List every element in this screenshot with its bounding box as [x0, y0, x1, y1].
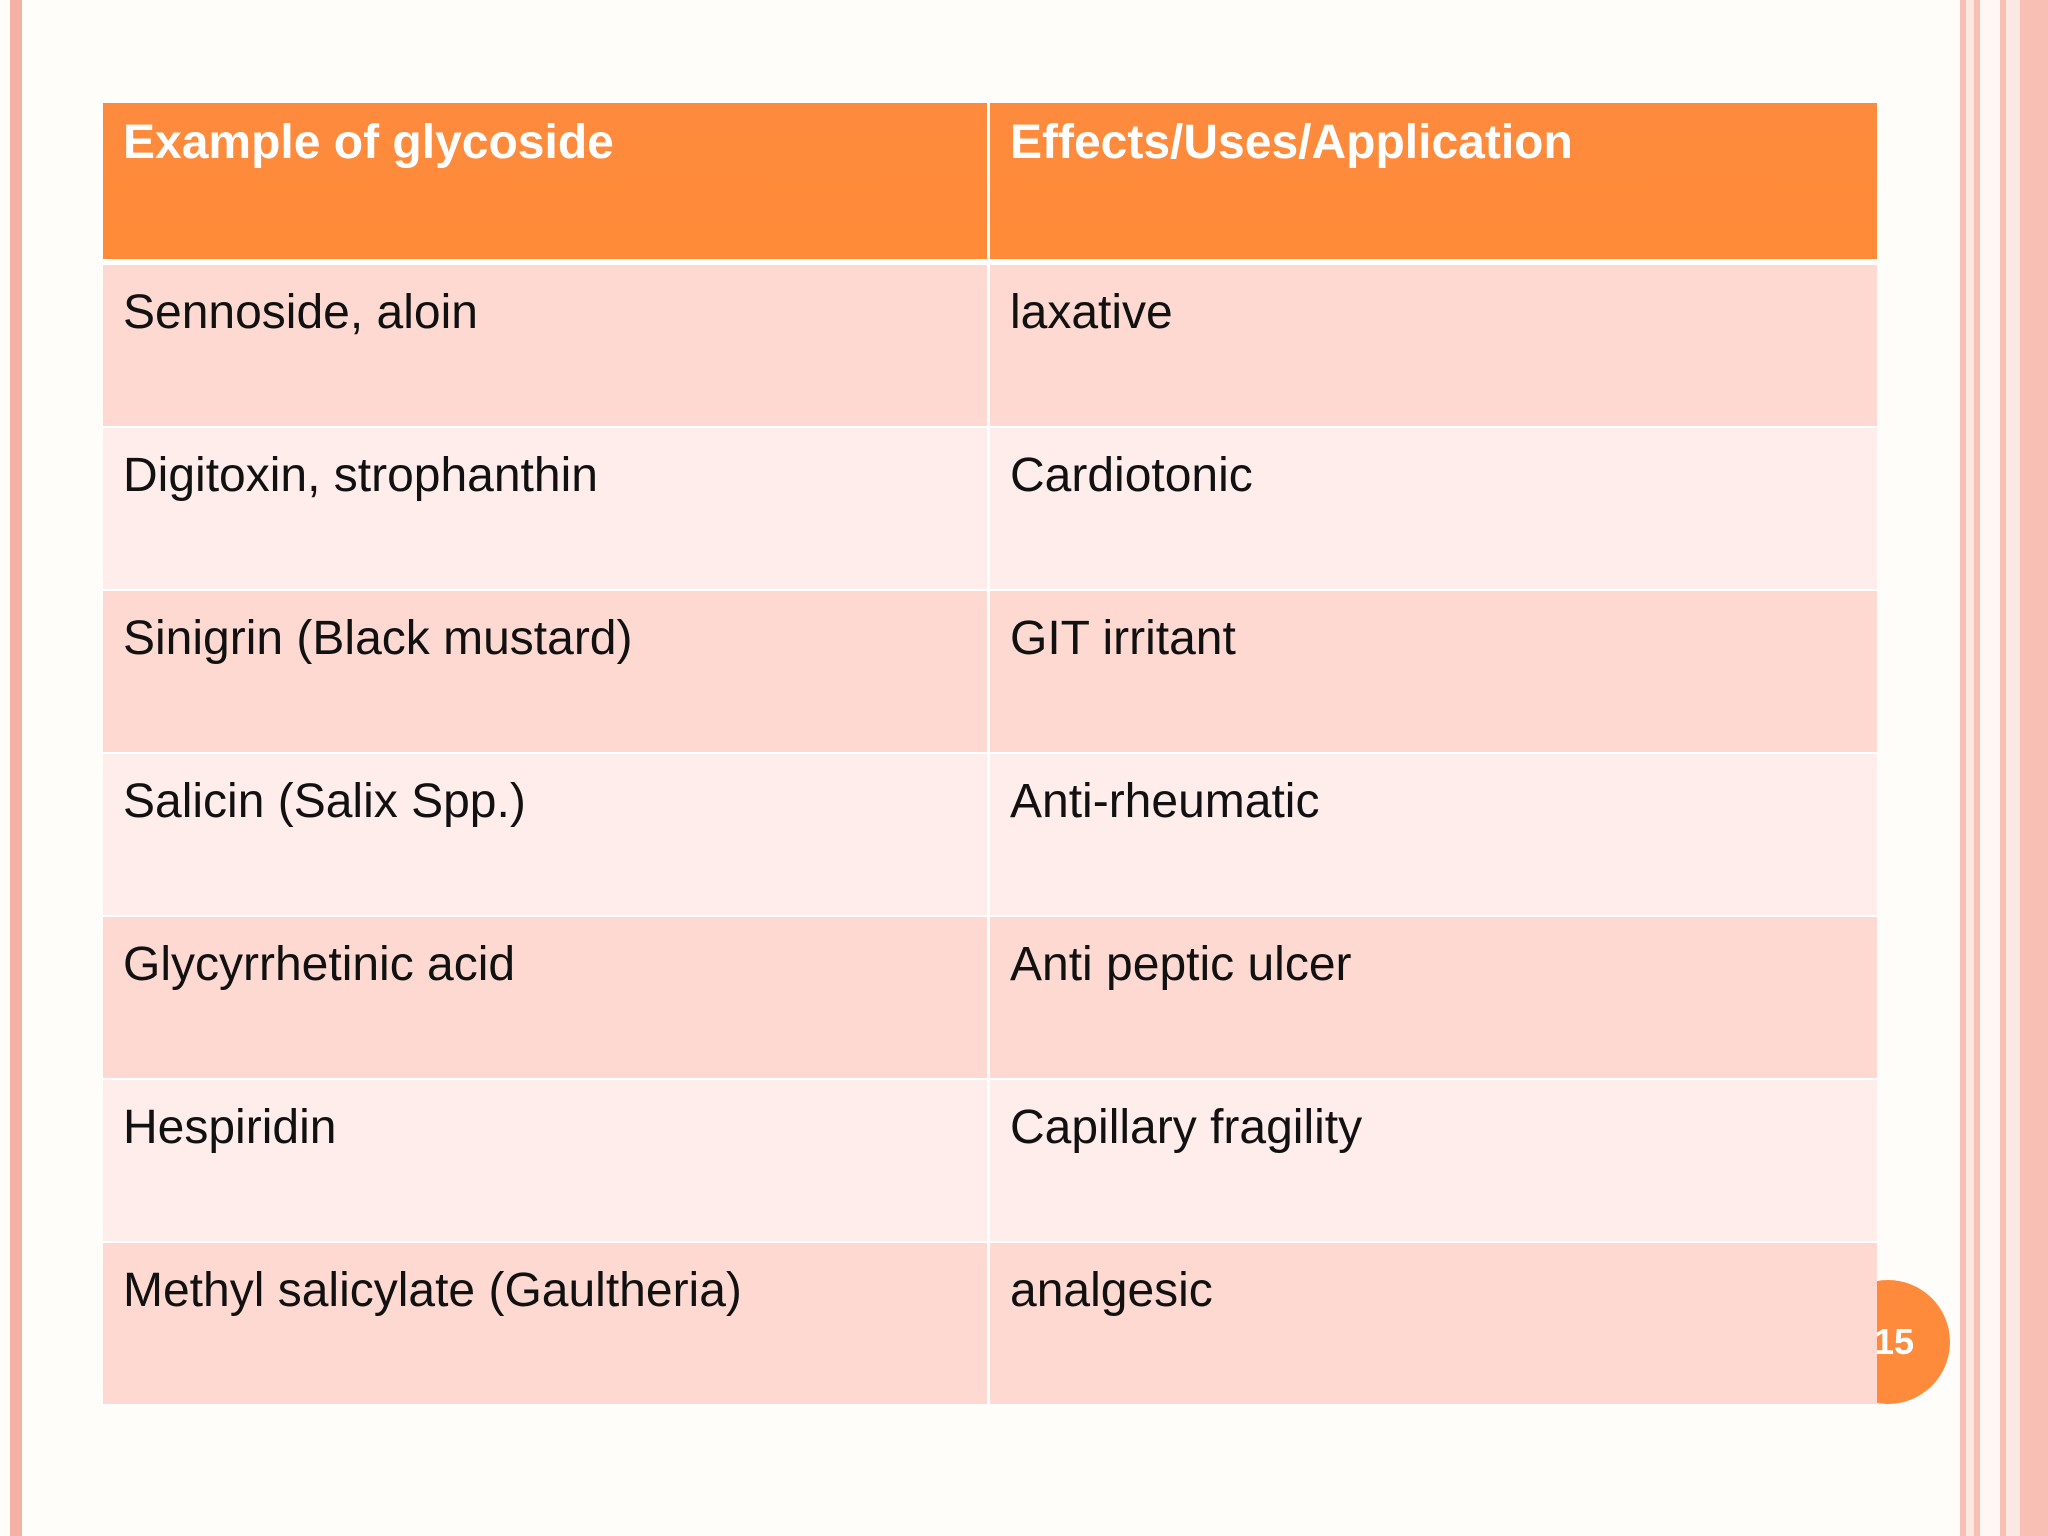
right-border-stripe: [1966, 0, 1974, 1536]
cell-effect: Capillary fragility: [1010, 1101, 1363, 1154]
table-row: Methyl salicylate (Gaultheria) analgesic: [103, 1243, 1877, 1406]
table-row: Sennoside, aloin laxative: [103, 265, 1877, 428]
right-border-stripe: [1960, 0, 1966, 1536]
cell-glycoside: Glycyrrhetinic acid: [103, 917, 990, 1078]
right-border-stripe: [2000, 0, 2006, 1536]
cell-effect: Cardiotonic: [1010, 449, 1253, 502]
cell-effect: Anti peptic ulcer: [1010, 938, 1352, 991]
cell-glycoside: Hespiridin: [103, 1080, 990, 1241]
table-row: Digitoxin, strophanthin Cardiotonic: [103, 428, 1877, 591]
cell-effect: analgesic: [1010, 1264, 1213, 1317]
table-row: Hespiridin Capillary fragility: [103, 1080, 1877, 1243]
right-border-stripe: [1980, 0, 2000, 1536]
table-row: Salicin (Salix Spp.) Anti-rheumatic: [103, 754, 1877, 917]
table-row: Glycyrrhetinic acid Anti peptic ulcer: [103, 917, 1877, 1080]
cell-glycoside: Digitoxin, strophanthin: [103, 428, 990, 589]
left-border-stripe: [10, 0, 22, 1536]
table-header-row: Example of glycoside Effects/Uses/Applic…: [103, 103, 1877, 265]
glycoside-table: Example of glycoside Effects/Uses/Applic…: [103, 103, 1877, 1406]
table-row: Sinigrin (Black mustard) GIT irritant: [103, 591, 1877, 754]
right-border-stripe: [1974, 0, 1980, 1536]
cell-glycoside: Sennoside, aloin: [103, 265, 990, 426]
cell-glycoside: Salicin (Salix Spp.): [103, 754, 990, 915]
cell-glycoside: Sinigrin (Black mustard): [103, 591, 990, 752]
header-cell-effects: Effects/Uses/Application: [1010, 116, 1573, 169]
right-border-stripe: [2020, 0, 2048, 1536]
cell-glycoside: Methyl salicylate (Gaultheria): [103, 1243, 990, 1404]
cell-effect: GIT irritant: [1010, 612, 1236, 665]
cell-effect: laxative: [1010, 286, 1173, 339]
header-cell-example: Example of glycoside: [103, 103, 990, 259]
right-border-stripe: [2006, 0, 2020, 1536]
cell-effect: Anti-rheumatic: [1010, 775, 1320, 828]
